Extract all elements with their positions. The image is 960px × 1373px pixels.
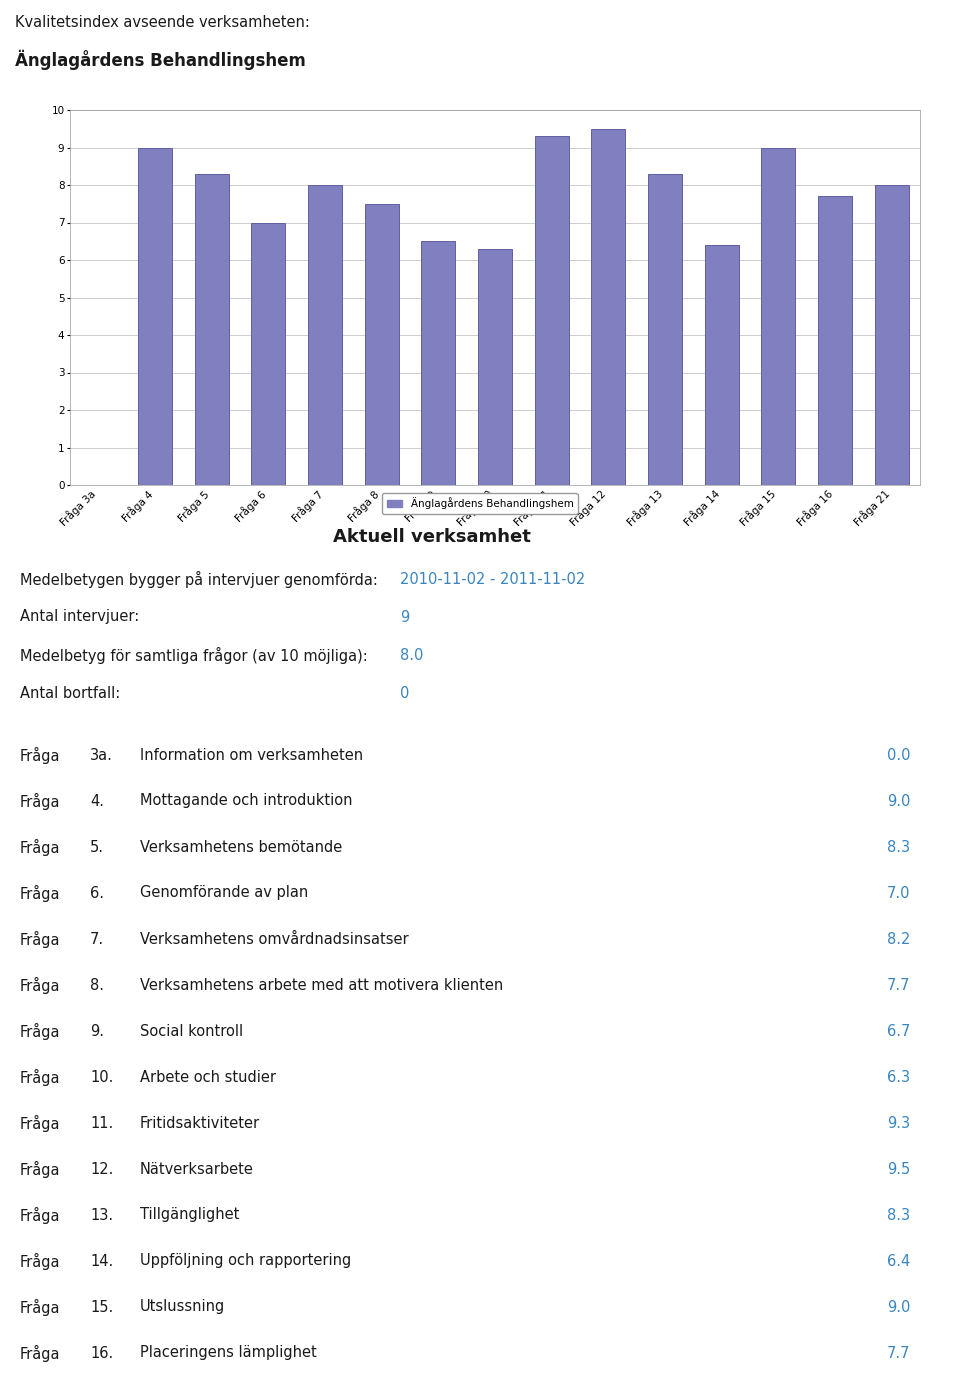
Text: 8.3: 8.3 [887,1207,910,1222]
Text: Aktuell verksamhet: Aktuell verksamhet [333,529,531,546]
Bar [648,174,682,485]
Text: 7.0: 7.0 [886,886,910,901]
Text: Kvalitetsindex avseende verksamheten:: Kvalitetsindex avseende verksamheten: [15,15,310,30]
Bar [875,185,909,485]
Text: 8.2: 8.2 [887,931,910,946]
Text: 16.: 16. [90,1346,113,1361]
Bar [761,147,795,485]
Text: 9.3: 9.3 [887,1115,910,1130]
Text: 6.4: 6.4 [887,1254,910,1269]
Text: Fråga: Fråga [20,792,60,810]
Text: 4.: 4. [90,794,104,809]
Bar [535,136,568,485]
Text: Placeringens lämplighet: Placeringens lämplighet [140,1346,317,1361]
Text: 9.5: 9.5 [887,1162,910,1177]
Text: Verksamhetens omvårdnadsinsatser: Verksamhetens omvårdnadsinsatser [140,931,409,946]
Text: Information om verksamheten: Information om verksamheten [140,747,363,762]
Text: 9: 9 [400,610,409,625]
Text: Fråga: Fråga [20,1344,60,1362]
Text: Social kontroll: Social kontroll [140,1023,243,1038]
Text: Verksamhetens bemötande: Verksamhetens bemötande [140,839,343,854]
Text: 0: 0 [400,685,409,700]
Text: 8.0: 8.0 [400,648,423,663]
Text: Utslussning: Utslussning [140,1299,226,1314]
Text: Fråga: Fråga [20,1023,60,1039]
Text: Fråga: Fråga [20,1068,60,1086]
Legend: Änglagårdens Behandlingshem: Änglagårdens Behandlingshem [382,493,578,514]
Text: 0.0: 0.0 [886,747,910,762]
Text: 6.: 6. [90,886,104,901]
Bar [365,203,398,485]
Text: 15.: 15. [90,1299,113,1314]
Text: Mottagande och introduktion: Mottagande och introduktion [140,794,352,809]
Text: Antal bortfall:: Antal bortfall: [20,685,120,700]
Text: 6.7: 6.7 [887,1023,910,1038]
Bar [252,222,285,485]
Bar [591,129,625,485]
Bar [195,174,228,485]
Text: 13.: 13. [90,1207,113,1222]
Text: Fråga: Fråga [20,747,60,763]
Text: Fråga: Fråga [20,884,60,902]
Text: 7.7: 7.7 [886,1346,910,1361]
Text: 9.0: 9.0 [887,794,910,809]
Text: 5.: 5. [90,839,104,854]
Text: Verksamhetens arbete med att motivera klienten: Verksamhetens arbete med att motivera kl… [140,978,503,993]
Text: 3a.: 3a. [90,747,113,762]
Text: 9.: 9. [90,1023,104,1038]
Text: Fråga: Fråga [20,931,60,947]
Bar [138,147,172,485]
Text: Antal intervjuer:: Antal intervjuer: [20,610,139,625]
Text: Änglagårdens Behandlingshem: Änglagårdens Behandlingshem [15,49,306,70]
Text: Fritidsaktiviteter: Fritidsaktiviteter [140,1115,260,1130]
Text: Fråga: Fråga [20,839,60,855]
Text: Arbete och studier: Arbete och studier [140,1070,276,1085]
Text: Uppföljning och rapportering: Uppföljning och rapportering [140,1254,351,1269]
Text: 9.0: 9.0 [887,1299,910,1314]
Text: 2010-11-02 - 2011-11-02: 2010-11-02 - 2011-11-02 [400,571,586,586]
Text: Fråga: Fråga [20,1299,60,1315]
Text: Genomförande av plan: Genomförande av plan [140,886,308,901]
Text: Fråga: Fråga [20,1160,60,1178]
Bar [705,244,738,485]
Text: Tillgänglighet: Tillgänglighet [140,1207,239,1222]
Text: 14.: 14. [90,1254,113,1269]
Text: 7.7: 7.7 [886,978,910,993]
Text: 8.: 8. [90,978,104,993]
Bar [421,242,455,485]
Text: Fråga: Fråga [20,1207,60,1223]
Bar [478,249,512,485]
Text: Fråga: Fråga [20,1115,60,1131]
Text: Medelbetyg för samtliga frågor (av 10 möjliga):: Medelbetyg för samtliga frågor (av 10 mö… [20,647,368,663]
Text: Fråga: Fråga [20,976,60,994]
Text: 10.: 10. [90,1070,113,1085]
Text: 6.3: 6.3 [887,1070,910,1085]
Text: Fråga: Fråga [20,1252,60,1270]
Text: Medelbetygen bygger på intervjuer genomförda:: Medelbetygen bygger på intervjuer genomf… [20,571,378,588]
Text: 7.: 7. [90,931,104,946]
Bar [818,196,852,485]
Text: 8.3: 8.3 [887,839,910,854]
Text: 11.: 11. [90,1115,113,1130]
Text: 12.: 12. [90,1162,113,1177]
Text: Nätverksarbete: Nätverksarbete [140,1162,253,1177]
Bar [308,185,342,485]
